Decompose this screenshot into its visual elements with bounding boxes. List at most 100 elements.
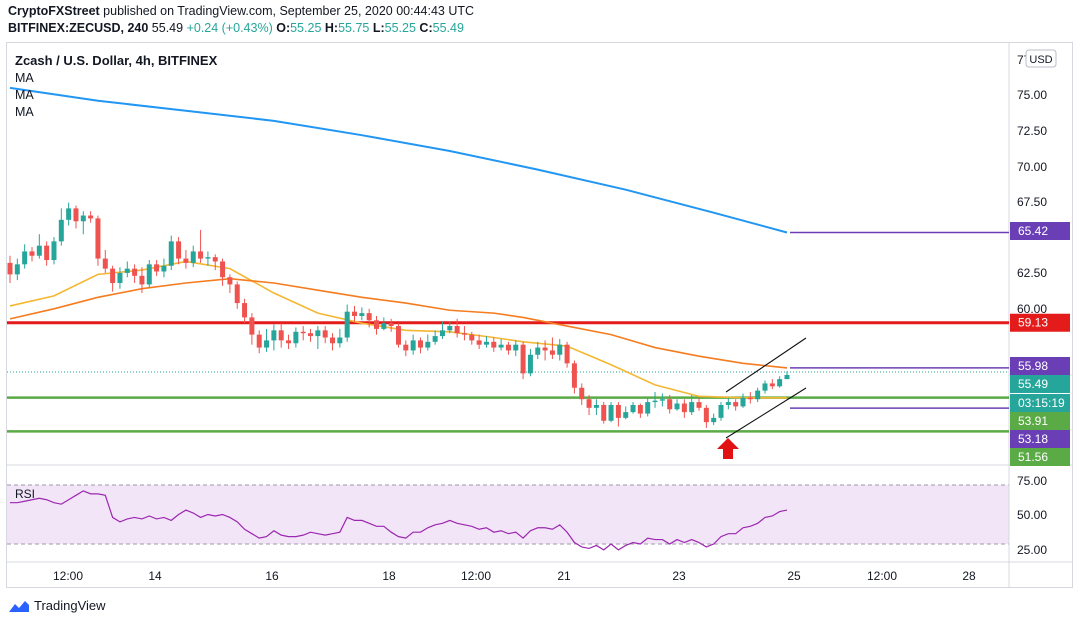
candle-body	[176, 241, 182, 259]
candle-body	[198, 251, 204, 259]
candle	[388, 318, 394, 332]
time-tick-label: 12:00	[461, 569, 491, 583]
chart-frame	[6, 42, 1073, 588]
level-tag-51.56: 51.56	[1018, 450, 1048, 464]
price-marker-65.42: 65.42	[1018, 224, 1048, 238]
channel-lower-line[interactable]	[725, 387, 807, 439]
candle	[73, 205, 79, 229]
price-marker-55.49: 55.49	[1018, 377, 1048, 391]
candle-body	[154, 264, 160, 272]
candle	[762, 380, 768, 394]
symbol-resolution: BITFINEX:ZECUSD, 240	[8, 21, 149, 35]
candle	[271, 324, 277, 351]
candle-body	[527, 354, 533, 374]
candle	[777, 376, 783, 388]
price-tick-label: 67.50	[1017, 195, 1047, 209]
publish-line: CryptoFXStreet published on TradingView.…	[8, 4, 474, 18]
candle	[66, 202, 72, 226]
candle	[198, 229, 204, 263]
candle-body	[520, 344, 526, 374]
candle-body	[44, 245, 50, 261]
candle	[571, 360, 577, 394]
candle	[190, 245, 196, 268]
ascending-channel[interactable]	[725, 337, 807, 439]
candle	[161, 258, 167, 278]
candle-body	[410, 340, 416, 351]
rsi-label[interactable]: RSI	[15, 487, 35, 501]
candle-body	[124, 268, 130, 273]
candle	[491, 337, 497, 352]
candle-body	[7, 262, 13, 275]
candle-body	[293, 331, 299, 344]
candle-body	[630, 404, 636, 413]
candle	[374, 315, 379, 335]
candle-body	[256, 334, 262, 348]
legend-ma-3[interactable]: MA	[15, 105, 34, 119]
price-marker-03:15:19-bg	[1010, 394, 1070, 412]
candle-body	[95, 218, 101, 259]
last-price: 55.49	[151, 21, 184, 35]
candle-body	[476, 340, 482, 345]
candle	[564, 341, 570, 368]
candle	[36, 234, 42, 259]
time-tick-label: 28	[962, 569, 976, 583]
tradingview-footer[interactable]: TradingView	[8, 598, 106, 613]
candle	[498, 338, 504, 351]
candle	[212, 254, 218, 271]
candle	[733, 399, 739, 411]
candle	[586, 394, 592, 416]
time-tick-label: 16	[265, 569, 279, 583]
open-value: 55.25	[290, 21, 322, 35]
legend-title: Zcash / U.S. Dollar, 4h, BITFINEX	[15, 53, 218, 68]
high-value: 55.75	[338, 21, 370, 35]
legend-ma-2[interactable]: MA	[15, 88, 34, 102]
tradingview-logo-icon	[9, 600, 29, 612]
candle-body	[461, 333, 467, 335]
candle	[286, 334, 292, 349]
candle-body	[80, 215, 86, 222]
candle	[483, 336, 489, 348]
time-tick-label: 18	[382, 569, 396, 583]
rsi-line	[10, 490, 788, 551]
candle-body	[359, 313, 365, 316]
time-tick-label: 14	[148, 569, 162, 583]
legend-ma-1[interactable]: MA	[15, 71, 34, 85]
candle	[689, 394, 695, 416]
candle-body	[586, 399, 592, 408]
candle	[293, 327, 299, 348]
candle	[395, 323, 401, 348]
candle-body	[542, 347, 548, 351]
candle	[256, 330, 262, 354]
candle-body	[755, 390, 761, 400]
candle-body	[168, 241, 174, 266]
candle-body	[777, 379, 783, 387]
candle	[410, 334, 416, 355]
candle	[183, 249, 189, 269]
candle-body	[374, 320, 379, 329]
low-value: 55.25	[384, 21, 416, 35]
candle-body	[623, 412, 629, 418]
candle	[755, 387, 761, 403]
candle	[227, 274, 233, 294]
candle	[139, 267, 145, 294]
publisher-name[interactable]: CryptoFXStreet	[8, 4, 100, 18]
level-tag-53.91: 53.91	[1018, 414, 1048, 428]
candle	[7, 255, 13, 283]
candle	[117, 267, 123, 289]
candle	[278, 323, 284, 348]
candle	[44, 241, 50, 266]
candle	[505, 341, 511, 355]
time-tick-label: 21	[557, 569, 571, 583]
candle	[220, 258, 226, 286]
candle	[623, 406, 629, 420]
candle	[330, 333, 336, 351]
candle-body	[513, 344, 519, 351]
candle	[124, 261, 130, 278]
time-tick-label: 23	[672, 569, 686, 583]
candle-body	[439, 330, 445, 337]
candle-body	[330, 337, 336, 344]
candle	[352, 305, 358, 322]
currency-button[interactable]	[1025, 49, 1057, 68]
channel-upper-line[interactable]	[725, 337, 807, 393]
